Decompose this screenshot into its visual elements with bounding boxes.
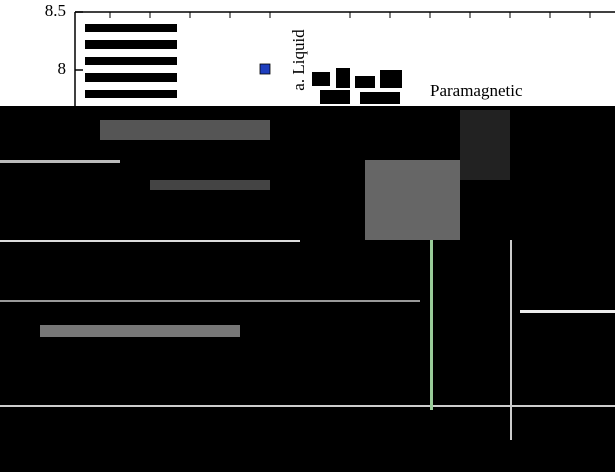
y-tick-label: 8.5: [45, 1, 66, 20]
y-tick-label: 8: [58, 59, 67, 78]
legend-marker: [260, 64, 270, 74]
region-label: a. Liquid: [289, 29, 308, 91]
figure: a. Liquid Paramagnetic 8 8.5: [0, 0, 615, 472]
region-label: Paramagnetic: [430, 81, 523, 100]
glitch-region: [0, 106, 615, 472]
